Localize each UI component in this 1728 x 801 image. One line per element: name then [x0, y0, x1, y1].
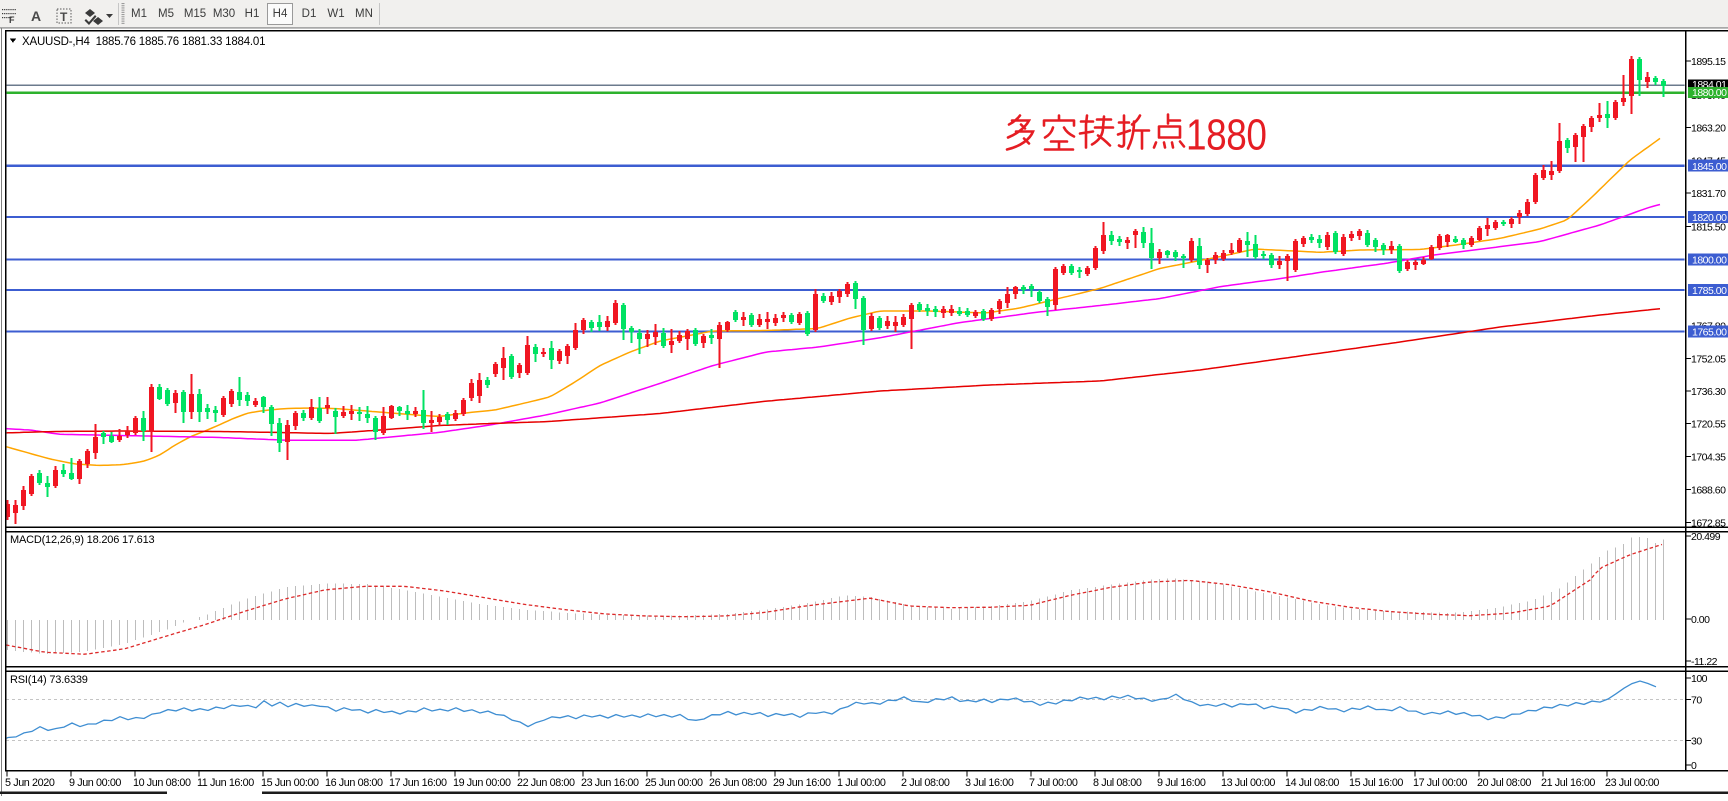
- svg-text:XAUUSD-,H4 1885.76 1885.76 18: XAUUSD-,H4 1885.76 1885.76 1881.33 1884.…: [22, 36, 265, 48]
- svg-text:8 Jul 08:00: 8 Jul 08:00: [1093, 777, 1142, 789]
- svg-text:1 Jul 00:00: 1 Jul 00:00: [837, 777, 886, 789]
- svg-text:7 Jul 00:00: 7 Jul 00:00: [1029, 777, 1078, 789]
- svg-text:1895.15: 1895.15: [1691, 56, 1726, 68]
- svg-text:1880: 1880: [1186, 109, 1267, 159]
- svg-text:9 Jul 16:00: 9 Jul 16:00: [1157, 777, 1206, 789]
- svg-text:14 Jul 08:00: 14 Jul 08:00: [1285, 777, 1339, 789]
- svg-text:20.499: 20.499: [1691, 531, 1721, 543]
- svg-text:1820.00: 1820.00: [1692, 212, 1727, 224]
- svg-text:17 Jun 16:00: 17 Jun 16:00: [389, 777, 447, 789]
- svg-text:0.00: 0.00: [1691, 614, 1710, 626]
- svg-text:1704.35: 1704.35: [1691, 452, 1726, 464]
- svg-text:1831.70: 1831.70: [1691, 188, 1726, 200]
- svg-text:13 Jul 00:00: 13 Jul 00:00: [1221, 777, 1275, 789]
- svg-text:A: A: [31, 8, 41, 24]
- svg-text:22 Jun 08:00: 22 Jun 08:00: [517, 777, 575, 789]
- svg-text:9 Jun 00:00: 9 Jun 00:00: [69, 777, 121, 789]
- svg-text:0: 0: [1691, 760, 1697, 772]
- svg-text:1736.30: 1736.30: [1691, 386, 1726, 398]
- svg-text:29 Jun 16:00: 29 Jun 16:00: [773, 777, 831, 789]
- svg-text:1880.00: 1880.00: [1692, 87, 1727, 99]
- svg-text:100: 100: [1691, 673, 1708, 685]
- svg-text:15 Jun 00:00: 15 Jun 00:00: [261, 777, 319, 789]
- svg-text:25 Jun 00:00: 25 Jun 00:00: [645, 777, 703, 789]
- svg-text:1688.60: 1688.60: [1691, 485, 1726, 497]
- svg-text:11 Jun 16:00: 11 Jun 16:00: [197, 777, 254, 789]
- svg-text:1720.55: 1720.55: [1691, 419, 1726, 431]
- svg-text:23 Jul 00:00: 23 Jul 00:00: [1605, 777, 1659, 789]
- svg-text:3 Jul 16:00: 3 Jul 16:00: [965, 777, 1014, 789]
- svg-text:19 Jun 00:00: 19 Jun 00:00: [453, 777, 511, 789]
- svg-text:17 Jul 00:00: 17 Jul 00:00: [1413, 777, 1467, 789]
- svg-text:2 Jul 08:00: 2 Jul 08:00: [901, 777, 950, 789]
- svg-text:10 Jun 08:00: 10 Jun 08:00: [133, 777, 191, 789]
- svg-text:1765.00: 1765.00: [1692, 327, 1727, 339]
- svg-text:16 Jun 08:00: 16 Jun 08:00: [325, 777, 383, 789]
- svg-text:F: F: [9, 15, 15, 25]
- svg-text:21 Jul 16:00: 21 Jul 16:00: [1541, 777, 1595, 789]
- svg-text:20 Jul 08:00: 20 Jul 08:00: [1477, 777, 1531, 789]
- svg-text:30: 30: [1691, 736, 1702, 748]
- svg-text:MACD(12,26,9) 18.206 17.613: MACD(12,26,9) 18.206 17.613: [10, 534, 154, 546]
- svg-text:1863.20: 1863.20: [1691, 123, 1726, 135]
- svg-text:T: T: [60, 10, 68, 24]
- svg-text:70: 70: [1691, 695, 1702, 707]
- svg-text:1785.00: 1785.00: [1692, 285, 1727, 297]
- svg-text:1845.00: 1845.00: [1692, 161, 1727, 173]
- svg-text:1752.05: 1752.05: [1691, 354, 1726, 366]
- svg-text:1815.50: 1815.50: [1691, 222, 1726, 234]
- svg-text:26 Jun 08:00: 26 Jun 08:00: [709, 777, 767, 789]
- svg-text:5 Jun 2020: 5 Jun 2020: [5, 777, 55, 789]
- svg-text:RSI(14) 73.6339: RSI(14) 73.6339: [10, 674, 88, 686]
- svg-text:-11.22: -11.22: [1691, 656, 1718, 668]
- svg-text:15 Jul 16:00: 15 Jul 16:00: [1349, 777, 1403, 789]
- svg-text:23 Jun 16:00: 23 Jun 16:00: [581, 777, 639, 789]
- svg-text:1672.85: 1672.85: [1691, 518, 1726, 530]
- svg-text:1800.00: 1800.00: [1692, 255, 1727, 267]
